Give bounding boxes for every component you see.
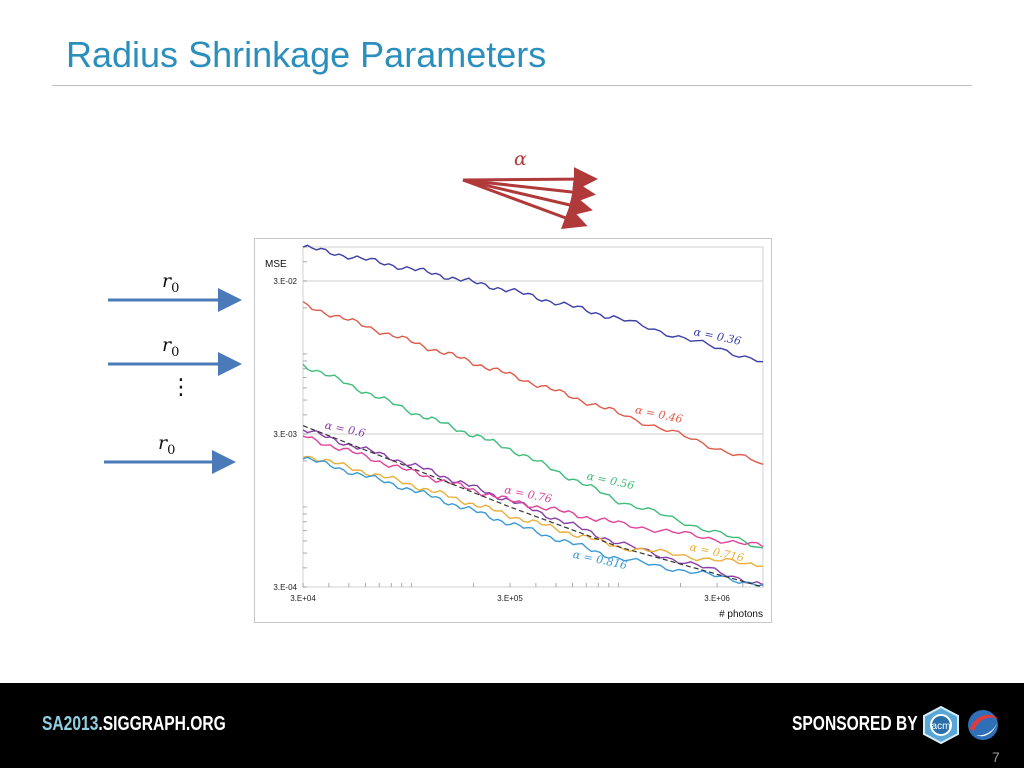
r0-label-3: r0 — [158, 432, 175, 458]
mse-chart: 3.E-02 3.E-03 3.E-04 3.E+04 3.E+05 3.E+06 MSE #… — [254, 238, 772, 623]
alpha-arrows — [462, 167, 598, 230]
svg-text:acm: acm — [932, 721, 951, 732]
y-tick-label: 3.E-04 — [273, 583, 297, 592]
series-line — [302, 425, 764, 588]
series-line — [302, 244, 764, 363]
footer: SA2013.SIGGRAPH.ORG SPONSORED BY — [0, 683, 1024, 768]
title-divider — [52, 85, 972, 86]
acm-logo-icon: acm — [923, 706, 959, 744]
alpha-label: α — [514, 148, 527, 170]
series-line — [302, 363, 764, 549]
r0-subscript: 0 — [167, 442, 176, 458]
y-tick-label: 3.E-03 — [273, 430, 297, 439]
x-tick-label: 3.E+04 — [290, 594, 316, 603]
ellipsis: ⋮ — [170, 375, 192, 400]
r0-subscript: 0 — [171, 344, 180, 360]
page-number: 7 — [992, 749, 1000, 765]
series-line — [302, 455, 764, 568]
x-tick-label: 3.E+05 — [497, 594, 523, 603]
r0-subscript: 0 — [171, 280, 180, 296]
r0-label-1: r0 — [162, 270, 179, 296]
series-line — [302, 435, 764, 548]
sponsor-label: SPONSORED BY — [792, 713, 918, 735]
y-axis-label: MSE — [265, 259, 287, 270]
r0-symbol: r — [162, 270, 172, 292]
alpha-arrow-3 — [462, 178, 593, 217]
footer-site-suffix: .SIGGRAPH.ORG — [98, 713, 226, 735]
y-tick-label: 3.E-02 — [273, 277, 297, 286]
alpha-arrow-1 — [462, 167, 598, 192]
slide-title: Radius Shrinkage Parameters — [66, 34, 547, 75]
alpha-arrow-2 — [462, 178, 596, 204]
plot-area — [302, 246, 764, 588]
arrow-diagram — [104, 167, 598, 474]
footer-site-link[interactable]: SA2013.SIGGRAPH.ORG — [42, 713, 226, 736]
alpha-arrow-4 — [462, 178, 588, 230]
x-axis-label: # photons — [719, 609, 763, 620]
r0-symbol: r — [162, 334, 172, 356]
footer-site-prefix: SA2013 — [42, 713, 99, 735]
siggraph-logo-icon — [968, 710, 998, 740]
r0-symbol: r — [158, 432, 168, 454]
chart-svg: 3.E-02 3.E-03 3.E-04 3.E+04 3.E+05 3.E+06 MSE #… — [265, 244, 764, 620]
x-tick-label: 3.E+06 — [704, 594, 730, 603]
series-line — [302, 456, 764, 587]
r0-label-2: r0 — [162, 334, 179, 360]
series-line — [302, 301, 764, 465]
r0-arrows — [104, 288, 242, 474]
